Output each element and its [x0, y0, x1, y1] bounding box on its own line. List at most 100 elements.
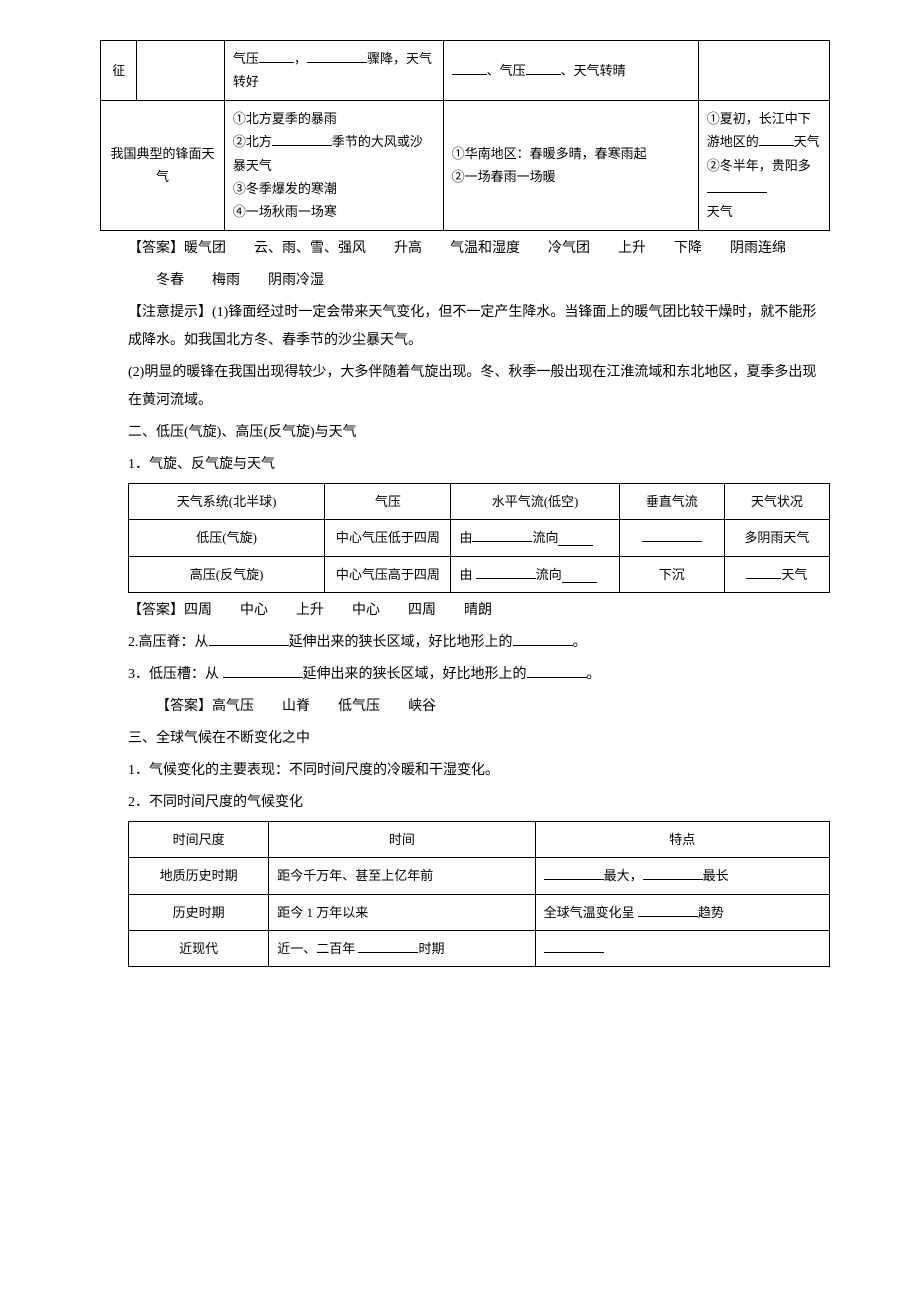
answer-line: 【答案】暖气团 云、雨、雪、强风 升高 气温和湿度 冷气团 上升 下降 阴雨连绵 [100, 235, 830, 263]
text: 天气 [707, 204, 733, 219]
cell: 最大， 最长 [535, 858, 829, 894]
cell: 全球气温变化呈 趋势 [535, 894, 829, 930]
blank [558, 532, 593, 546]
blank [562, 569, 597, 583]
text: 时期 [418, 941, 444, 956]
answer-line: 冬春 梅雨 阴雨冷湿 [100, 267, 830, 295]
text: ②北方季节的大风或沙暴天气 [233, 130, 435, 177]
table-row: 我国典型的锋面天气 ①北方夏季的暴雨 ②北方季节的大风或沙暴天气 ③冬季爆发的寒… [101, 100, 830, 230]
text: ②冬半年，贵阳多 [707, 158, 811, 173]
cell: 、气压 、天气转晴 [443, 41, 698, 101]
cell: 距今 1 万年以来 [269, 894, 535, 930]
blank [307, 49, 367, 63]
section-item: 2．不同时间尺度的气候变化 [100, 789, 830, 817]
note-text: (1)锋面经过时一定会带来天气变化，但不一定产生降水。当锋面上的暖气团比较干燥时… [128, 305, 816, 348]
text: 由 [459, 567, 472, 582]
text: 流向 [532, 530, 558, 545]
note-para: 【注意提示】(1)锋面经过时一定会带来天气变化，但不一定产生降水。当锋面上的暖气… [100, 299, 830, 355]
text: 。 [587, 667, 601, 682]
answer-text: 冬春 梅雨 阴雨冷湿 [156, 273, 324, 288]
cell [619, 520, 724, 556]
blank [707, 179, 767, 193]
answer-text: 暖气团 云、雨、雪、强风 升高 气温和湿度 冷气团 上升 下降 阴雨连绵 [184, 241, 786, 256]
blank [452, 61, 487, 75]
cell: 水平气流(低空) [451, 483, 619, 519]
cell: 中心气压低于四周 [325, 520, 451, 556]
text: ②一场春雨一场暖 [452, 165, 690, 188]
cell: ①华南地区：春暖多晴，春寒雨起 ②一场春雨一场暖 [443, 100, 698, 230]
table-row: 天气系统(北半球) 气压 水平气流(低空) 垂直气流 天气状况 [129, 483, 830, 519]
section-heading: 三、全球气候在不断变化之中 [100, 725, 830, 753]
fill-line: 3．低压槽：从 延伸出来的狭长区域，好比地形上的。 [100, 661, 830, 689]
text: 天气 [781, 567, 807, 582]
cell: 特点 [535, 821, 829, 857]
cell: ①北方夏季的暴雨 ②北方季节的大风或沙暴天气 ③冬季爆发的寒潮 ④一场秋雨一场寒 [224, 100, 443, 230]
cell: ①夏初，长江中下游地区的天气 ②冬半年，贵阳多天气 [698, 100, 829, 230]
blank [638, 903, 698, 917]
table-row: 征 气压，骤降，天气转好 、气压、天气转晴 [101, 41, 830, 101]
text: 3．低压槽：从 [128, 667, 219, 682]
blank [358, 939, 418, 953]
note-para: (2)明显的暖锋在我国出现得较少，大多伴随着气旋出现。冬、秋季一般出现在江淮流域… [100, 359, 830, 415]
text: ①北方夏季的暴雨 [233, 107, 435, 130]
blank [746, 565, 781, 579]
text: 、天气转晴 [561, 63, 626, 78]
blank [259, 49, 294, 63]
table-row: 近现代 近一、二百年 时期 [129, 931, 830, 967]
cell: 近一、二百年 时期 [269, 931, 535, 967]
text: ②北方 [233, 134, 272, 149]
text: 天气 [794, 134, 820, 149]
text: 近一、二百年 [277, 941, 355, 956]
note-label: 【注意提示】 [128, 305, 212, 320]
answer-label: 【答案】 [156, 699, 212, 714]
text: 趋势 [698, 905, 724, 920]
cell [698, 41, 829, 101]
answer-text: 四周 中心 上升 中心 四周 晴朗 [184, 603, 492, 618]
text: ①夏初，长江中下游地区的天气 [707, 107, 821, 154]
text: 全球气温变化呈 [544, 905, 635, 920]
cell: 气压 [325, 483, 451, 519]
blank [544, 866, 604, 880]
cell: 由 流向 [451, 556, 619, 592]
cell: 天气 [724, 556, 829, 592]
blank [209, 631, 289, 646]
blank [223, 663, 303, 678]
text: ③冬季爆发的寒潮 [233, 177, 435, 200]
blank [643, 866, 703, 880]
text: 。 [573, 635, 587, 650]
cell: 天气状况 [724, 483, 829, 519]
document-page: 征 气压，骤降，天气转好 、气压、天气转晴 我国典型的锋面天气 ①北方夏季的暴雨… [0, 0, 920, 1007]
text: 气压 [233, 51, 259, 66]
blank [759, 132, 794, 146]
text: ④一场秋雨一场寒 [233, 200, 435, 223]
table-cyclone: 天气系统(北半球) 气压 水平气流(低空) 垂直气流 天气状况 低压(气旋) 中… [128, 483, 830, 593]
section-item: 1．气旋、反气旋与天气 [100, 451, 830, 479]
answer-label: 【答案】 [128, 241, 184, 256]
section-item: 1．气候变化的主要表现：不同时间尺度的冷暖和干湿变化。 [100, 757, 830, 785]
cell [535, 931, 829, 967]
fill-line: 2.高压脊：从延伸出来的狭长区域，好比地形上的。 [100, 629, 830, 657]
blank [272, 132, 332, 146]
blank [527, 663, 587, 678]
blank [476, 565, 536, 579]
table-row: 历史时期 距今 1 万年以来 全球气温变化呈 趋势 [129, 894, 830, 930]
cell: 距今千万年、甚至上亿年前 [269, 858, 535, 894]
cell: 气压，骤降，天气转好 [224, 41, 443, 101]
blank [472, 528, 532, 542]
cell: 历史时期 [129, 894, 269, 930]
table-row: 时间尺度 时间 特点 [129, 821, 830, 857]
text: ①华南地区：春暖多晴，春寒雨起 [452, 142, 690, 165]
table-row: 高压(反气旋) 中心气压高于四周 由 流向 下沉 天气 [129, 556, 830, 592]
section-heading: 二、低压(气旋)、高压(反气旋)与天气 [100, 419, 830, 447]
text: 流向 [536, 567, 562, 582]
text: 最大， [604, 868, 643, 883]
answer-text: 高气压 山脊 低气压 峡谷 [212, 699, 436, 714]
cell: 中心气压高于四周 [325, 556, 451, 592]
cell: 近现代 [129, 931, 269, 967]
text: 由 [459, 530, 472, 545]
cell: 时间 [269, 821, 535, 857]
cell [137, 41, 224, 101]
text: 、气压 [487, 63, 526, 78]
text: 最长 [703, 868, 729, 883]
cell: 下沉 [619, 556, 724, 592]
